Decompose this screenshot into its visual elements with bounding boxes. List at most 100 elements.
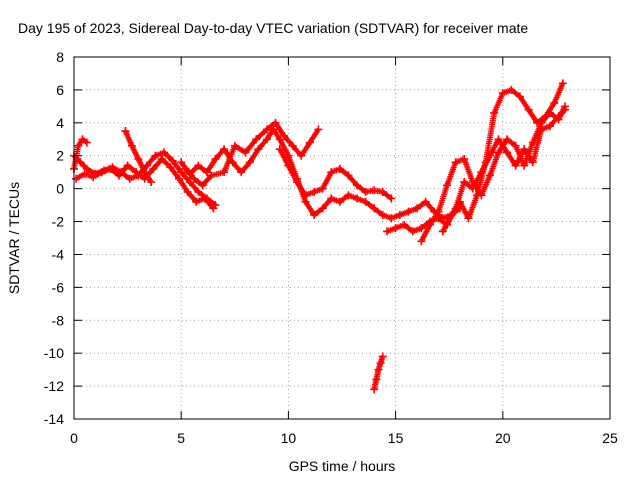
data-point xyxy=(455,197,464,206)
y-tick-label: -6 xyxy=(52,279,65,295)
data-point xyxy=(353,194,362,203)
data-point xyxy=(211,155,220,164)
data-point xyxy=(318,204,327,213)
x-tick-label: 10 xyxy=(281,430,297,446)
data-point xyxy=(160,148,169,157)
data-point xyxy=(395,210,404,219)
data-point xyxy=(417,237,426,246)
data-point xyxy=(378,210,387,219)
data-point xyxy=(151,151,160,160)
data-point xyxy=(541,112,550,121)
data-point xyxy=(370,186,379,195)
data-point xyxy=(183,187,192,196)
y-tick-label: -2 xyxy=(52,214,65,230)
data-point xyxy=(288,141,297,150)
data-point xyxy=(387,194,396,203)
data-point xyxy=(123,161,132,170)
data-point xyxy=(490,108,499,117)
data-point xyxy=(560,102,569,111)
data-point xyxy=(147,178,156,187)
x-tick-label: 0 xyxy=(70,430,78,446)
data-point xyxy=(292,178,301,187)
data-point xyxy=(438,227,447,236)
data-point xyxy=(361,187,370,196)
data-point xyxy=(254,145,263,154)
data-point xyxy=(447,210,456,219)
data-point xyxy=(284,161,293,170)
data-point xyxy=(503,135,512,144)
data-point xyxy=(301,191,310,200)
data-point xyxy=(149,164,158,173)
data-point xyxy=(434,207,443,216)
data-point xyxy=(97,168,106,177)
y-tick-label: 2 xyxy=(56,148,64,164)
data-point xyxy=(376,359,385,368)
data-point xyxy=(194,187,203,196)
data-point xyxy=(494,148,503,157)
y-tick-label: 4 xyxy=(56,115,64,131)
data-point xyxy=(175,174,184,183)
data-point xyxy=(185,178,194,187)
data-point xyxy=(391,224,400,233)
data-point xyxy=(121,127,130,136)
data-point xyxy=(498,89,507,98)
data-point xyxy=(271,118,280,127)
x-tick-label: 5 xyxy=(177,430,185,446)
data-point xyxy=(140,168,149,177)
data-point xyxy=(370,385,379,394)
data-point xyxy=(220,168,229,177)
y-tick-label: -8 xyxy=(52,312,65,328)
data-point xyxy=(115,171,124,180)
data-point xyxy=(228,158,237,167)
data-point xyxy=(511,161,520,170)
data-point xyxy=(192,197,201,206)
x-tick-label: 15 xyxy=(388,430,404,446)
data-point xyxy=(464,214,473,223)
data-point xyxy=(335,197,344,206)
data-point xyxy=(374,365,383,374)
data-point xyxy=(503,148,512,157)
data-point xyxy=(78,135,87,144)
data-point xyxy=(425,220,434,229)
data-point xyxy=(82,138,91,147)
data-point xyxy=(413,204,422,213)
data-point xyxy=(361,197,370,206)
x-tick-label: 20 xyxy=(495,430,511,446)
x-tick-label: 25 xyxy=(602,430,618,446)
data-point xyxy=(335,164,344,173)
series-7 xyxy=(275,145,396,203)
y-tick-label: 6 xyxy=(56,82,64,98)
data-point xyxy=(125,174,134,183)
data-point xyxy=(421,197,430,206)
grid-lines xyxy=(74,57,610,419)
y-axis-label: SDTVAR / TECUs xyxy=(6,182,22,294)
data-point xyxy=(387,214,396,223)
series-9 xyxy=(417,102,569,246)
data-point xyxy=(460,155,469,164)
data-point xyxy=(383,227,392,236)
data-point xyxy=(305,138,314,147)
data-point xyxy=(237,168,246,177)
data-point xyxy=(344,191,353,200)
data-point xyxy=(177,168,186,177)
data-point xyxy=(460,178,469,187)
data-point xyxy=(370,204,379,213)
data-point xyxy=(127,141,136,150)
data-point xyxy=(297,151,306,160)
data-point xyxy=(262,125,271,134)
data-point xyxy=(241,148,250,157)
data-point xyxy=(230,141,239,150)
data-point xyxy=(451,158,460,167)
data-point xyxy=(528,158,537,167)
y-tick-label: -12 xyxy=(44,378,64,394)
axis-ticks: -14 -12 -10 -8 -6 -4 -2 0 2 4 6 8 0 5 10 15 20 25 xyxy=(44,49,618,446)
data-point xyxy=(378,352,387,361)
data-point xyxy=(89,173,98,182)
series-10 xyxy=(438,79,567,236)
data-point xyxy=(132,168,141,177)
data-point xyxy=(327,168,336,177)
data-point xyxy=(190,174,199,183)
data-point xyxy=(372,375,381,384)
data-point xyxy=(202,168,211,177)
